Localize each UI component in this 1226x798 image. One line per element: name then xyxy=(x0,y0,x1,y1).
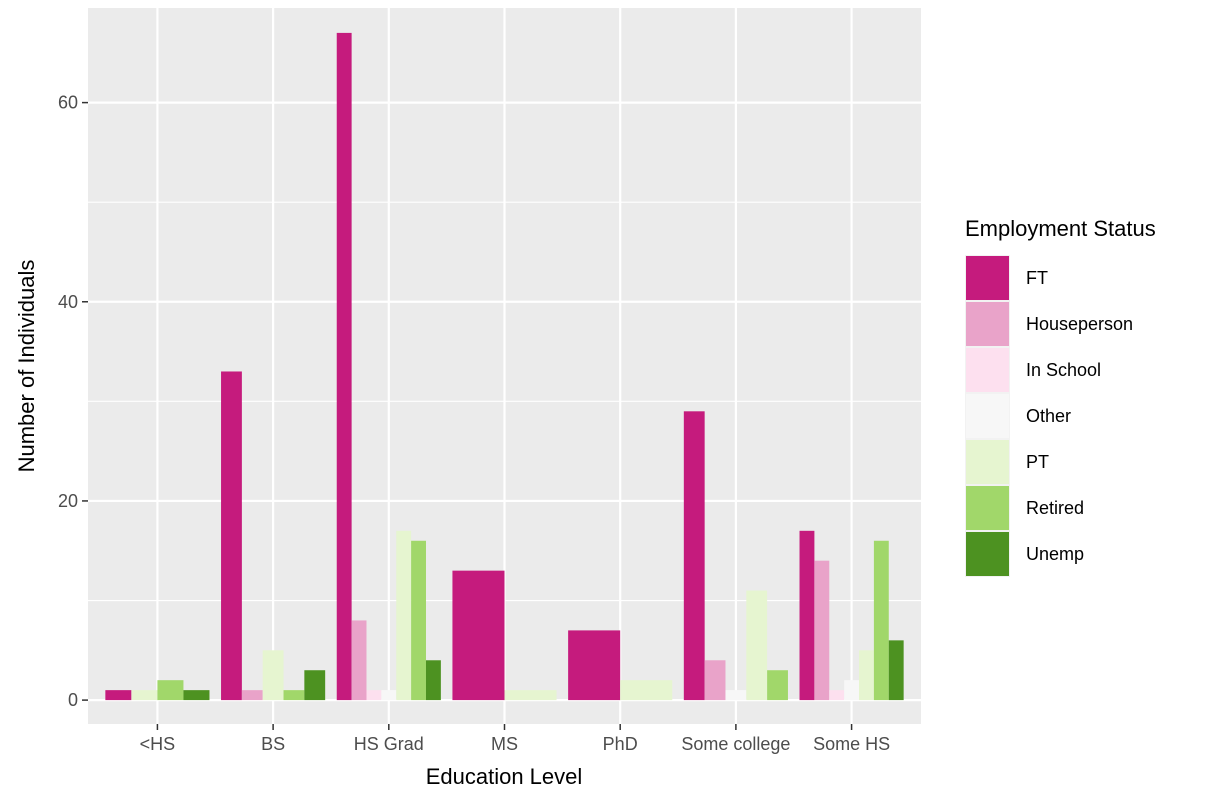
x-axis: <HS BS HS Grad MS PhD Some college Some HS xyxy=(140,724,890,754)
bar-in-school-2 xyxy=(366,690,382,701)
legend-label: PT xyxy=(1026,452,1049,472)
bar-in-school-6 xyxy=(829,690,845,701)
x-tick-label: MS xyxy=(491,734,518,754)
legend-swatch-other xyxy=(966,394,1009,438)
legend-swatch-pt xyxy=(966,440,1009,484)
bar-pt-5 xyxy=(746,590,768,701)
bar-ft-3 xyxy=(452,570,505,701)
bar-pt-0 xyxy=(131,690,158,701)
bar-pt-4 xyxy=(620,680,673,701)
bar-pt-1 xyxy=(262,650,284,701)
bar-houseperson-2 xyxy=(351,620,367,701)
x-tick-label: BS xyxy=(261,734,285,754)
x-tick-label: HS Grad xyxy=(354,734,424,754)
bar-unemp-0 xyxy=(183,690,210,701)
legend-label: Unemp xyxy=(1026,544,1084,564)
y-tick-label: 0 xyxy=(68,690,78,710)
x-tick-label: Some HS xyxy=(813,734,890,754)
legend-swatch-ft xyxy=(966,256,1009,300)
bar-retired-0 xyxy=(157,680,184,701)
bar-ft-4 xyxy=(568,630,621,701)
legend-title: Employment Status xyxy=(965,216,1156,241)
y-axis: 0 20 40 60 xyxy=(58,93,88,710)
bar-retired-6 xyxy=(873,540,889,701)
y-axis-title: Number of Individuals xyxy=(14,260,39,473)
y-tick-label: 40 xyxy=(58,292,78,312)
legend-swatch-houseperson xyxy=(966,302,1009,346)
legend-label: In School xyxy=(1026,360,1101,380)
bar-houseperson-1 xyxy=(241,690,263,701)
bar-ft-2 xyxy=(336,32,352,701)
legend: Employment Status FT Houseperson In School… xyxy=(965,216,1156,577)
bar-unemp-1 xyxy=(304,670,326,701)
bar-pt-6 xyxy=(859,650,874,701)
bar-retired-5 xyxy=(767,670,788,701)
bar-retired-2 xyxy=(411,540,426,701)
bar-ft-5 xyxy=(683,411,705,701)
bar-houseperson-6 xyxy=(814,560,830,701)
x-tick-label: <HS xyxy=(140,734,176,754)
bar-ft-0 xyxy=(105,690,132,701)
bar-retired-1 xyxy=(283,690,305,701)
bar-ft-1 xyxy=(221,371,242,701)
x-axis-title: Education Level xyxy=(426,764,583,789)
legend-label: Other xyxy=(1026,406,1071,426)
x-tick-label: Some college xyxy=(681,734,790,754)
legend-swatch-in-school xyxy=(966,348,1009,392)
bar-houseperson-5 xyxy=(704,660,726,701)
bar-unemp-6 xyxy=(888,640,904,701)
bar-pt-3 xyxy=(504,690,557,701)
bar-other-2 xyxy=(381,690,397,701)
bars xyxy=(105,32,904,701)
x-tick-label: PhD xyxy=(603,734,638,754)
legend-swatch-retired xyxy=(966,486,1009,530)
legend-label: Houseperson xyxy=(1026,314,1133,334)
bar-pt-2 xyxy=(396,530,412,701)
bar-other-6 xyxy=(844,680,860,701)
y-tick-label: 60 xyxy=(58,93,78,113)
bar-ft-6 xyxy=(799,530,815,701)
legend-swatch-unemp xyxy=(966,532,1009,576)
legend-label: Retired xyxy=(1026,498,1084,518)
bar-other-5 xyxy=(725,690,747,701)
y-tick-label: 20 xyxy=(58,491,78,511)
legend-label: FT xyxy=(1026,268,1048,288)
bar-unemp-2 xyxy=(425,660,441,701)
